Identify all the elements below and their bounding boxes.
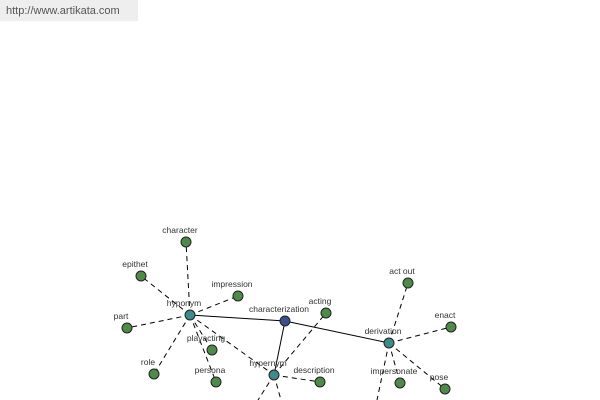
node: [210, 376, 222, 388]
nodes: characterization hyponym hypernym derivatio…: [114, 225, 457, 395]
node: [279, 315, 291, 327]
node-label: impression: [211, 279, 252, 289]
dashed-edge: [185, 241, 191, 316]
header-bar: [0, 0, 138, 21]
node: [314, 376, 326, 388]
node-label: hyponym: [167, 298, 202, 308]
node: [206, 344, 218, 356]
node: [121, 322, 133, 334]
node: [445, 321, 457, 333]
dashed-edge: [388, 342, 446, 390]
node-label: impersonate: [371, 366, 418, 376]
dashed-edge: [273, 374, 321, 383]
node-label: role: [141, 357, 155, 367]
dashed-edge: [388, 342, 401, 384]
node: [148, 368, 160, 380]
node: [180, 236, 192, 248]
node: [232, 290, 244, 302]
dashed-edge: [388, 282, 409, 344]
dashed-edge: [126, 314, 191, 329]
node-label: description: [293, 365, 334, 375]
node-label: persona: [195, 365, 226, 375]
node-label: part: [114, 311, 129, 321]
node: [402, 277, 414, 289]
header-url[interactable]: http://www.artikata.com: [6, 5, 120, 17]
node-label: characterization: [249, 304, 309, 314]
node-label: pose: [430, 372, 449, 382]
edge: [284, 320, 390, 344]
node-label: epithet: [122, 259, 148, 269]
node: [320, 307, 332, 319]
node-label: acting: [309, 296, 332, 306]
node: [439, 383, 451, 395]
node: [394, 377, 406, 389]
node: [135, 270, 147, 282]
node: [268, 369, 280, 381]
node-label: act out: [389, 266, 415, 276]
node: [383, 337, 395, 349]
dashed-edge: [388, 326, 452, 344]
node-label: character: [162, 225, 198, 235]
dashed-edge: [376, 342, 390, 400]
dashed-edge: [153, 314, 191, 375]
node-label: hypernym: [249, 358, 286, 368]
node-label: enact: [435, 310, 456, 320]
dashed-edge: [140, 275, 191, 316]
edge: [189, 314, 286, 322]
node-label: playacting: [187, 333, 226, 343]
node-label: derivation: [365, 326, 402, 336]
node: [184, 309, 196, 321]
dashed-edge: [189, 314, 213, 351]
dashed-edge: [273, 312, 327, 376]
edge: [273, 320, 286, 376]
dashed-edge: [189, 314, 217, 383]
